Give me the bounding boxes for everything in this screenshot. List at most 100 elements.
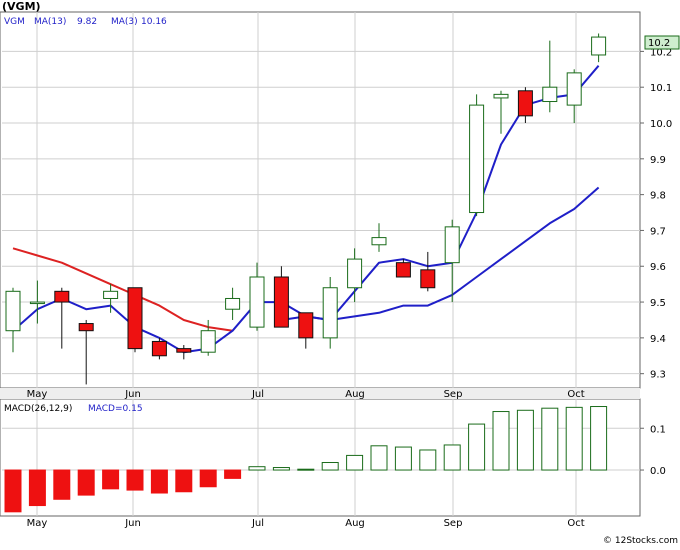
candle-body bbox=[225, 297, 241, 310]
candle bbox=[322, 276, 338, 349]
candle-body bbox=[29, 301, 45, 305]
macd-label: MACD(26,12,9) bbox=[4, 404, 72, 414]
candle-body bbox=[200, 330, 216, 353]
macd-bar bbox=[4, 469, 22, 513]
axis-layer: May May Jun Jun Jul Jul Aug Aug Sep Sep Oct Oct 9.3 9… bbox=[27, 47, 673, 529]
macd-bar bbox=[565, 406, 583, 471]
last-price-text: 10.2 bbox=[648, 38, 670, 49]
candle-body bbox=[54, 290, 70, 303]
price-x-tick-sep: Sep bbox=[444, 389, 463, 400]
candle-body bbox=[273, 276, 289, 328]
macd-y-tick-label: 0.0 bbox=[650, 466, 666, 477]
macd-bar bbox=[248, 466, 266, 471]
candle bbox=[225, 287, 241, 320]
macd-bar bbox=[28, 469, 46, 507]
macd-x-tick-sep: Sep bbox=[444, 518, 463, 529]
macd-bar bbox=[126, 469, 144, 491]
price-y-tick-label: 9.9 bbox=[650, 155, 666, 166]
price-x-tick-jun: Jun bbox=[124, 389, 141, 400]
macd-y-tick-label: 0.1 bbox=[650, 424, 666, 435]
macd-x-tick-may: May bbox=[27, 518, 48, 529]
price-y-tick-label: 10.1 bbox=[650, 83, 672, 94]
candle bbox=[273, 266, 289, 328]
candle-body bbox=[151, 340, 167, 357]
candle-body bbox=[469, 104, 485, 214]
panel-separator bbox=[0, 388, 640, 399]
price-y-tick-label: 9.5 bbox=[650, 298, 666, 309]
macd-bar bbox=[199, 469, 217, 488]
legend-ma13-value: 9.82 bbox=[77, 17, 97, 27]
macd-bar bbox=[590, 406, 608, 471]
footer-credit: © 12Stocks.com bbox=[603, 536, 678, 546]
macd-bar bbox=[321, 462, 339, 471]
macd-bar bbox=[53, 469, 71, 500]
price-y-tick-label: 10.0 bbox=[650, 119, 672, 130]
candle bbox=[151, 337, 167, 360]
macd-value-label: MACD=0.15 bbox=[88, 404, 143, 414]
candle bbox=[542, 40, 558, 113]
macd-x-tick-oct: Oct bbox=[567, 518, 584, 529]
candle bbox=[5, 287, 21, 353]
candle-body bbox=[5, 290, 21, 332]
macd-bar bbox=[272, 467, 290, 471]
candle bbox=[78, 319, 94, 385]
legend-ma13-label: MA(13) bbox=[34, 17, 66, 27]
candle-body bbox=[176, 348, 192, 353]
candle bbox=[420, 251, 436, 292]
macd-bar bbox=[346, 454, 364, 471]
candle bbox=[469, 94, 485, 217]
candle-body bbox=[517, 90, 533, 117]
legend-ma3-label: MA(3) bbox=[111, 17, 138, 27]
candle-body bbox=[103, 290, 119, 299]
candle-body bbox=[347, 258, 363, 289]
macd-bar bbox=[175, 469, 193, 493]
price-y-tick-label: 9.4 bbox=[650, 334, 666, 345]
candle bbox=[395, 259, 411, 278]
macd-bar bbox=[419, 449, 437, 471]
macd-bar bbox=[297, 468, 315, 471]
macd-bar bbox=[370, 445, 388, 471]
macd-bar bbox=[468, 423, 486, 471]
macd-bar bbox=[224, 469, 242, 479]
candle-body bbox=[591, 36, 607, 56]
macd-x-tick-aug: Aug bbox=[345, 518, 365, 529]
macd-layer bbox=[4, 406, 608, 513]
macd-bar bbox=[492, 411, 510, 471]
candle bbox=[176, 345, 192, 360]
candle-layer bbox=[5, 33, 607, 385]
candle-body bbox=[298, 312, 314, 339]
candle-body bbox=[249, 276, 265, 328]
price-x-tick-aug: Aug bbox=[345, 389, 365, 400]
macd-bar bbox=[541, 407, 559, 471]
candle bbox=[493, 90, 509, 134]
price-y-tick-label: 10.2 bbox=[650, 47, 672, 58]
last-price-badge bbox=[644, 35, 680, 50]
candle bbox=[566, 69, 582, 124]
candle bbox=[444, 219, 460, 303]
candle-body bbox=[127, 287, 143, 350]
candle-body bbox=[322, 287, 338, 339]
macd-bar bbox=[394, 446, 412, 471]
macd-bar bbox=[150, 469, 168, 494]
candle-body bbox=[371, 237, 387, 246]
candle bbox=[347, 248, 363, 303]
chart-title: (VGM) bbox=[2, 0, 41, 13]
macd-bar bbox=[443, 444, 461, 471]
macd-bar bbox=[516, 409, 534, 471]
candle-body bbox=[444, 226, 460, 264]
ma13-red-line bbox=[12, 247, 233, 332]
macd-x-tick-jun: Jun bbox=[124, 518, 141, 529]
candle bbox=[298, 312, 314, 349]
candle-body bbox=[420, 269, 436, 289]
price-y-tick-label: 9.7 bbox=[650, 226, 666, 237]
candle bbox=[29, 280, 45, 324]
candle bbox=[249, 262, 265, 331]
macd-bar bbox=[102, 469, 120, 490]
candle bbox=[517, 87, 533, 124]
price-y-tick-label: 9.8 bbox=[650, 191, 666, 202]
price-x-tick-jul: Jul bbox=[251, 389, 264, 400]
candle-body bbox=[395, 262, 411, 278]
price-y-tick-label: 9.6 bbox=[650, 262, 666, 273]
